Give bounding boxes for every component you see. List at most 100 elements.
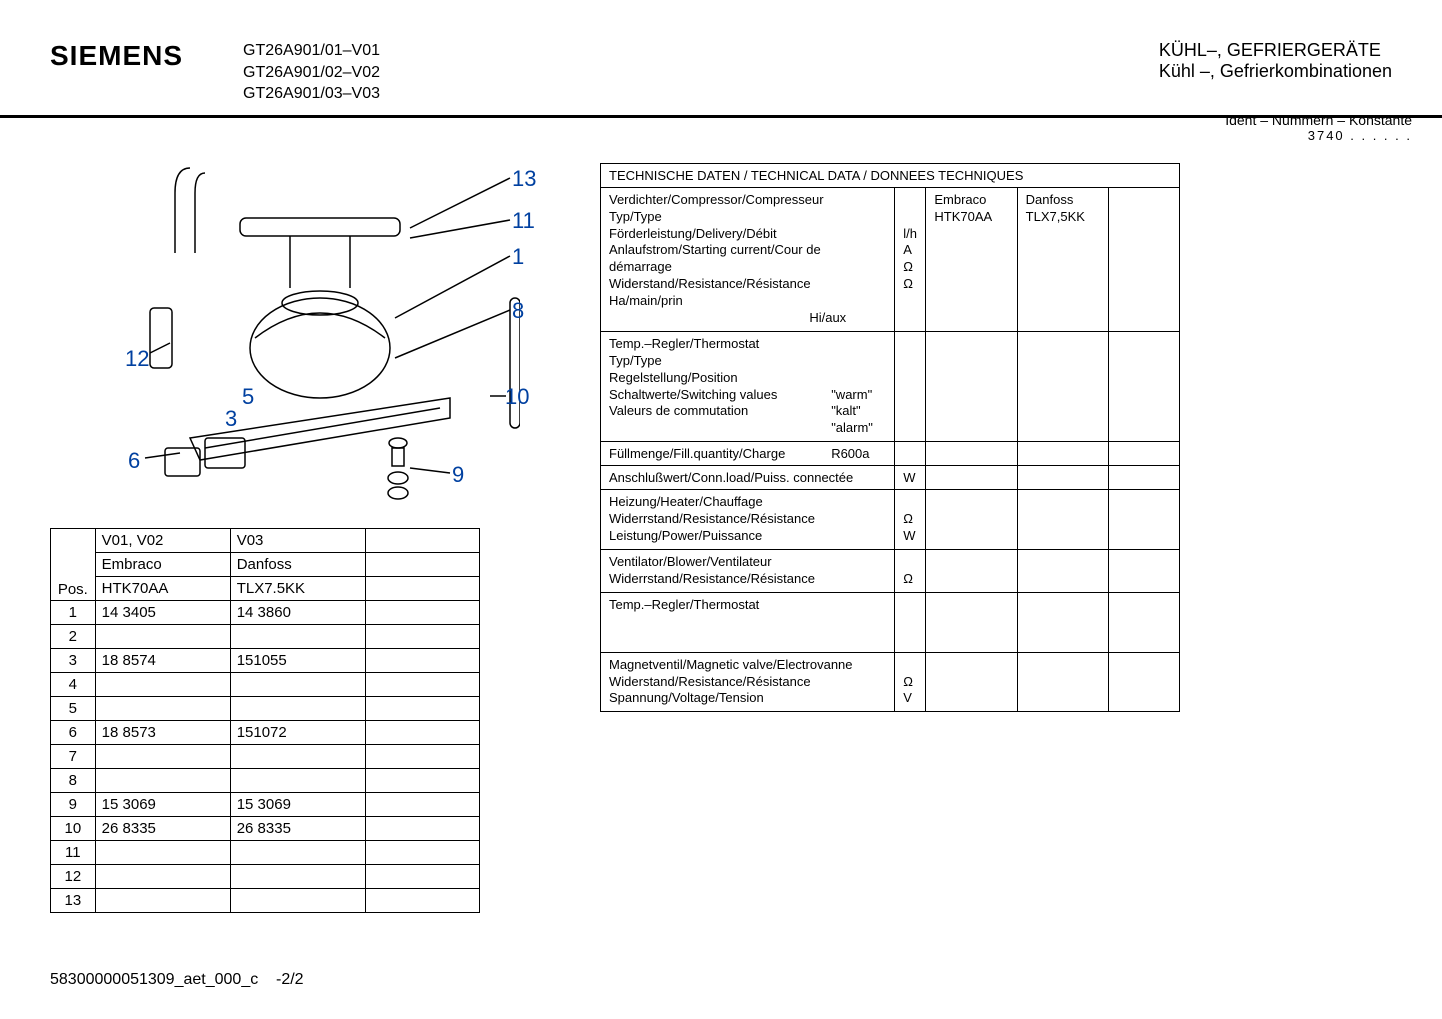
part-cell [365,864,479,888]
table-row: 4 [51,672,480,696]
part-cell: 14 3405 [95,600,230,624]
table-row: Magnetventil/Magnetic valve/Electrovanne… [601,652,1180,712]
pos-cell: 5 [51,696,96,720]
part-cell [95,672,230,696]
callout-5: 5 [242,384,254,410]
thermostat2-label: Temp.–Regler/Thermostat [601,592,895,652]
pos-cell: 9 [51,792,96,816]
part-cell [95,744,230,768]
part-cell [365,816,479,840]
part-cell [230,768,365,792]
exploded-diagram: 12 6 3 5 13 11 1 8 10 9 [50,148,520,508]
table-row: 618 8573151072 [51,720,480,744]
part-cell [365,720,479,744]
callout-8: 8 [512,298,524,324]
callout-1: 1 [512,244,524,270]
right-column: TECHNISCHE DATEN / TECHNICAL DATA / DONN… [600,148,1392,913]
callout-10: 12 [125,346,149,372]
part-cell [230,672,365,696]
pos-cell: 12 [51,864,96,888]
pos-cell: 1 [51,600,96,624]
part-cell [230,744,365,768]
table-row: Verdichter/Compressor/Compresseur Typ/Ty… [601,187,1180,331]
model-line: GT26A901/03–V03 [243,83,380,105]
thermostat-labels: Temp.–Regler/Thermostat Typ/Type Regelst… [601,331,895,441]
part-cell: 18 8573 [95,720,230,744]
table-row: 2 [51,624,480,648]
table-row: 114 340514 3860 [51,600,480,624]
pos-cell: 13 [51,888,96,912]
header-left: SIEMENS GT26A901/01–V01 GT26A901/02–V02 … [50,40,380,105]
tech-title: TECHNISCHE DATEN / TECHNICAL DATA / DONN… [601,163,1180,187]
part-cell [230,840,365,864]
col-header [365,576,479,600]
pos-cell: 10 [51,816,96,840]
compressor-labels: Verdichter/Compressor/Compresseur Typ/Ty… [601,187,895,331]
brand-logo: SIEMENS [50,40,183,72]
tech-col-embraco: Embraco HTK70AA [926,187,1017,331]
pos-cell: 6 [51,720,96,744]
part-cell [230,864,365,888]
doc-title-1: KÜHL–, GEFRIERGERÄTE [1159,40,1392,61]
pos-cell: 8 [51,768,96,792]
callout-13: 10 [505,384,529,410]
model-list: GT26A901/01–V01 GT26A901/02–V02 GT26A901… [243,40,380,105]
part-cell [230,624,365,648]
part-cell: 26 8335 [230,816,365,840]
part-cell: 26 8335 [95,816,230,840]
part-cell: 15 3069 [230,792,365,816]
tech-col-blank [1108,187,1179,331]
part-cell [95,696,230,720]
part-cell [95,840,230,864]
table-row: Temp.–Regler/Thermostat Typ/Type Regelst… [601,331,1180,441]
connload-unit: W [895,466,926,490]
table-row: Füllmenge/Fill.quantity/Charge R600a [601,442,1180,466]
table-row: 318 8574151055 [51,648,480,672]
pos-header: Pos. [51,528,96,600]
connload-label: Anschlußwert/Conn.load/Puiss. connectée [601,466,895,490]
callout-11: 13 [512,166,536,192]
part-cell [365,648,479,672]
part-cell [365,624,479,648]
part-cell [95,768,230,792]
doc-id: 58300000051309_aet_000_c [50,971,258,988]
ident-block: Ident – Nummern – Konstante 3740 . . . .… [1225,112,1412,143]
col-header: Danfoss [230,552,365,576]
col-header: V01, V02 [95,528,230,552]
technical-data-table: TECHNISCHE DATEN / TECHNICAL DATA / DONN… [600,163,1180,713]
col-header: HTK70AA [95,576,230,600]
table-row: 8 [51,768,480,792]
callout-6: 6 [128,448,140,474]
table-row: Pos. V01, V02 V03 [51,528,480,552]
heater-labels: Heizung/Heater/Chauffage Widerrstand/Res… [601,490,895,550]
part-cell: 18 8574 [95,648,230,672]
part-cell [365,600,479,624]
pos-cell: 3 [51,648,96,672]
part-cell: 151072 [230,720,365,744]
table-row: 7 [51,744,480,768]
part-cell [365,672,479,696]
table-row: 5 [51,696,480,720]
part-cell [365,888,479,912]
left-column: 12 6 3 5 13 11 1 8 10 9 Pos. V01, V02 V0… [50,148,520,913]
table-row: 12 [51,864,480,888]
part-cell [365,792,479,816]
ident-value: 3740 . . . . . . [1225,128,1412,143]
page-header: SIEMENS GT26A901/01–V01 GT26A901/02–V02 … [0,0,1442,118]
header-right: KÜHL–, GEFRIERGERÄTE Kühl –, Gefrierkomb… [1159,40,1392,82]
part-cell [95,624,230,648]
pos-cell: 2 [51,624,96,648]
pos-cell: 7 [51,744,96,768]
tech-col-danfoss: Danfoss TLX7,5KK [1017,187,1108,331]
ident-label: Ident – Nummern – Konstante [1225,112,1412,128]
part-cell [95,864,230,888]
part-cell [230,888,365,912]
table-row: Ventilator/Blower/Ventilateur Widerrstan… [601,549,1180,592]
blower-labels: Ventilator/Blower/Ventilateur Widerrstan… [601,549,895,592]
callout-3: 3 [225,406,237,432]
diagram-svg [50,148,520,508]
pos-cell: 11 [51,840,96,864]
magnet-labels: Magnetventil/Magnetic valve/Electrovanne… [601,652,895,712]
model-line: GT26A901/01–V01 [243,40,380,62]
part-cell: 151055 [230,648,365,672]
